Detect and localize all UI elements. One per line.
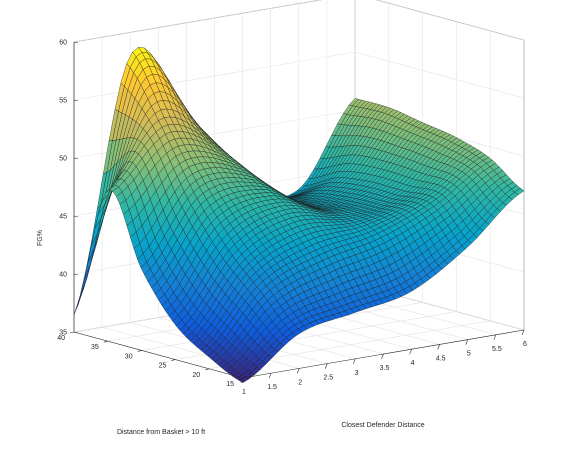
y-tick-label: 25 [159,363,167,370]
z-tick-mark [73,157,79,160]
y-tick-mark [69,331,75,334]
x-tick-label: 4 [411,360,415,367]
y-tick-mark [137,350,142,352]
tick-labels: 11.522.533.544.555.561520253035403540455… [57,40,527,397]
z-tick-mark [73,215,79,218]
gridline-z-back [73,0,322,43]
x-tick-label: 2.5 [323,375,333,382]
z-axis-label: FG% [37,230,44,246]
y-tick-label: 35 [91,344,99,351]
x-tick-mark [493,334,497,340]
z-tick-label: 55 [59,98,67,105]
z-tick-mark [73,273,79,276]
gridline-z-side [375,0,525,41]
x-tick-mark [268,373,272,379]
z-tick-mark [73,331,79,334]
y-tick-mark [103,340,108,343]
x-tick-mark [296,368,300,374]
x-tick-mark [521,329,525,336]
x-tick-mark [437,344,440,350]
x-tick-label: 5.5 [492,346,502,353]
y-tick-mark [205,368,210,371]
x-tick-mark [240,377,244,384]
y-axis-line [73,331,244,379]
z-tick-label: 60 [59,40,67,47]
x-tick-label: 4.5 [436,355,446,362]
box-edge-back [375,0,525,41]
x-tick-mark [409,349,412,355]
x-tick-label: 2 [298,379,302,386]
y-tick-label: 30 [125,353,133,360]
gridline-z-side [354,51,525,99]
x-tick-mark [381,353,384,360]
z-tick-label: 50 [59,156,67,163]
y-tick-label: 20 [192,372,200,379]
y-tick-label: 15 [226,381,234,388]
x-tick-label: 6 [523,341,527,348]
y-tick-mark [171,359,176,361]
x-tick-mark [353,358,356,364]
y-tick-label: 40 [57,335,65,342]
x-tick-mark [465,339,469,345]
y-tick-mark [238,377,244,380]
z-tick-label: 45 [59,214,67,221]
fg-surface [73,47,525,383]
y-axis-label: Distance from Basket > 10 ft [117,429,205,436]
z-tick-mark [73,99,79,102]
x-tick-label: 1.5 [267,384,277,391]
x-tick-mark [325,363,328,369]
surface-patch [80,264,91,295]
z-tick-label: 40 [59,272,67,279]
z-tick-mark [73,41,79,44]
x-tick-label: 1 [242,389,246,396]
z-tick-label: 35 [59,330,67,337]
x-tick-label: 3.5 [380,365,390,372]
x-tick-label: 3 [354,370,358,377]
x-tick-label: 5 [467,351,471,358]
x-axis-label: Closest Defender Distance [341,422,424,429]
